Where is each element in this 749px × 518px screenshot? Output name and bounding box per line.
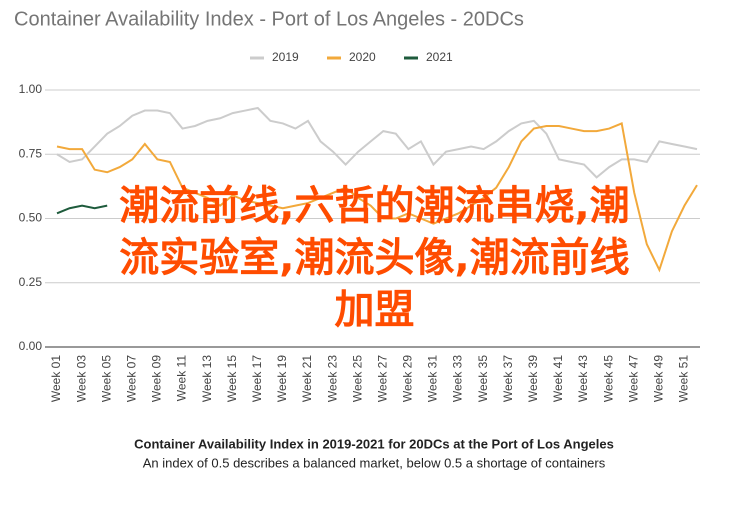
caption: Container Availability Index in 2019-202… [134, 436, 614, 451]
x-tick-label: Week 05 [99, 355, 113, 402]
x-tick-label: Week 25 [350, 355, 364, 402]
overlay-line: 流实验室,潮流头像,潮流前线 [119, 235, 630, 281]
series-line [56, 106, 698, 179]
x-tick-label: Week 11 [175, 355, 189, 402]
x-tick-label: Week 35 [476, 355, 490, 402]
x-tick-label: Week 15 [225, 355, 239, 402]
series-line [56, 204, 108, 215]
x-tick-label: Week 41 [551, 355, 565, 402]
x-tick-label: Week 45 [601, 355, 615, 402]
x-tick-label: Week 03 [74, 355, 88, 402]
x-tick-label: Week 07 [124, 355, 138, 402]
y-tick-label: 0.75 [19, 146, 43, 160]
overlay-line: 加盟 [334, 287, 415, 333]
y-tick-label: 0.00 [19, 339, 43, 353]
x-tick-label: Week 39 [526, 355, 540, 402]
x-tick-label: Week 37 [501, 355, 515, 402]
x-tick-label: Week 33 [451, 355, 465, 402]
x-tick-label: Week 27 [375, 355, 389, 402]
x-tick-label: Week 21 [300, 355, 314, 402]
x-tick-label: Week 01 [49, 355, 63, 402]
chart-title: Container Availability Index - Port of L… [14, 8, 524, 30]
x-tick-label: Week 23 [325, 355, 339, 402]
x-tick-label: Week 51 [677, 355, 691, 402]
legend-label: 2019 [272, 50, 299, 64]
x-tick-label: Week 19 [275, 355, 289, 402]
x-tick-label: Week 31 [426, 355, 440, 402]
x-tick-label: Week 47 [626, 355, 640, 402]
y-tick-label: 0.50 [19, 211, 43, 225]
x-tick-label: Week 17 [250, 355, 264, 402]
y-tick-label: 1.00 [19, 82, 43, 96]
subcaption: An index of 0.5 describes a balanced mar… [143, 455, 606, 470]
overlay-line: 潮流前线,六哲的潮流串烧,潮 [119, 183, 630, 229]
x-tick-label: Week 13 [200, 355, 214, 402]
y-tick-label: 0.25 [19, 275, 43, 289]
series-line [56, 122, 698, 273]
legend-label: 2020 [349, 50, 376, 64]
x-tick-label: Week 29 [401, 355, 415, 402]
legend-label: 2021 [426, 50, 453, 64]
x-tick-label: Week 49 [652, 355, 666, 402]
overlay-text: 潮流前线,六哲的潮流串烧,潮 流实验室,潮流头像,潮流前线 加盟 [0, 180, 749, 336]
x-tick-label: Week 43 [576, 355, 590, 402]
x-tick-label: Week 09 [150, 355, 164, 402]
